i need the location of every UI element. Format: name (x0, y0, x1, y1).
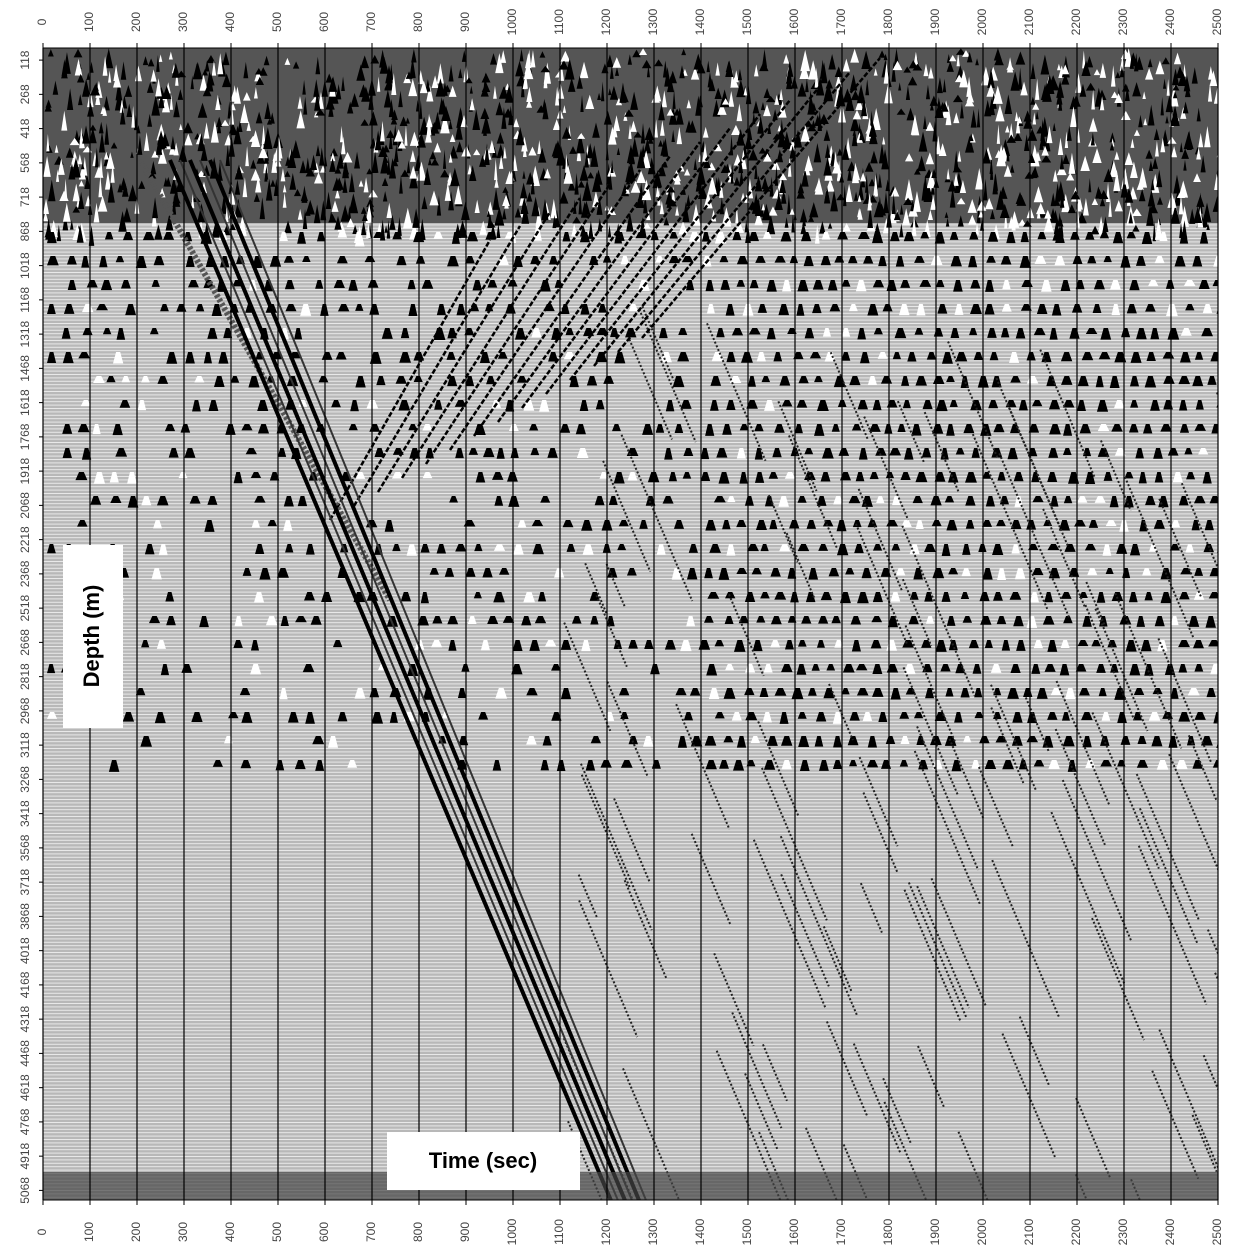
wavelet (1217, 544, 1229, 553)
x-tick-label-bottom: 600 (317, 1222, 331, 1242)
x-tick-label-bottom: 800 (411, 1222, 425, 1242)
x-tick-label-top: 200 (129, 12, 143, 32)
x-tick-label-top: 300 (176, 12, 190, 32)
x-tick-label-top: 2500 (1210, 8, 1224, 35)
y-tick-label: 1918 (18, 457, 32, 484)
x-tick-label-top: 0 (35, 18, 49, 25)
x-tick-label-bottom: 300 (176, 1222, 190, 1242)
x-tick-label-top: 2200 (1069, 8, 1083, 35)
y-tick-label: 1168 (18, 287, 32, 313)
y-tick-label: 118 (18, 50, 32, 69)
x-tick-label-bottom: 1100 (552, 1219, 566, 1245)
y-tick-label: 3868 (18, 903, 32, 930)
y-tick-label: 1618 (18, 389, 32, 416)
x-tick-label-bottom: 900 (458, 1222, 472, 1242)
y-tick-label: 4018 (18, 937, 32, 964)
x-tick-label-top: 500 (270, 12, 284, 32)
x-tick-label-bottom: 400 (223, 1222, 237, 1242)
x-axis-label: Time (sec) (429, 1148, 537, 1173)
x-tick-label-top: 1800 (881, 8, 895, 35)
y-tick-label: 3268 (18, 766, 32, 793)
x-tick-label-top: 1500 (740, 8, 754, 35)
x-tick-label-bottom: 1700 (834, 1218, 848, 1245)
y-tick-label: 268 (18, 84, 32, 104)
x-tick-label-bottom: 1300 (646, 1218, 660, 1245)
x-tick-label-top: 800 (411, 12, 425, 32)
x-tick-label-top: 1100 (552, 9, 566, 35)
x-tick-label-bottom: 1400 (693, 1218, 707, 1245)
x-tick-label-top: 1600 (787, 8, 801, 35)
y-tick-label: 2068 (18, 492, 32, 519)
x-tick-label-bottom: 200 (129, 1222, 143, 1242)
bottom-noise (43, 1172, 1218, 1200)
chart: 0 0 100 100 200 200 300 300 400 400 500 500 600 600 70… (0, 0, 1240, 1260)
y-tick-label: 3568 (18, 834, 32, 861)
x-tick-label-top: 1200 (599, 8, 613, 35)
x-tick-label-top: 600 (317, 12, 331, 32)
late-arrival (1217, 721, 1240, 843)
x-tick-label-top: 2300 (1116, 8, 1130, 35)
y-tick-label: 418 (18, 118, 32, 138)
x-tick-label-top: 2000 (975, 8, 989, 35)
y-tick-label: 2218 (18, 526, 32, 553)
x-tick-label-bottom: 1900 (928, 1218, 942, 1245)
x-tick-label-bottom: 1500 (740, 1218, 754, 1245)
y-tick-label: 718 (18, 187, 32, 207)
y-tick-label: 2518 (18, 594, 32, 621)
y-tick-label: 2968 (18, 697, 32, 724)
x-tick-label-bottom: 500 (270, 1222, 284, 1242)
x-tick-label-bottom: 2200 (1069, 1218, 1083, 1245)
y-tick-label: 4168 (18, 971, 32, 998)
y-tick-label: 1768 (18, 423, 32, 450)
y-tick-label: 1318 (18, 320, 32, 347)
y-tick-label: 4768 (18, 1108, 32, 1135)
y-tick-label: 2668 (18, 629, 32, 656)
x-tick-label-bottom: 2100 (1022, 1218, 1036, 1245)
y-tick-label: 4618 (18, 1074, 32, 1101)
y-tick-label: 4918 (18, 1142, 32, 1169)
x-tick-label-bottom: 2500 (1210, 1218, 1224, 1245)
x-tick-label-bottom: 1000 (505, 1218, 519, 1245)
y-tick-label: 3718 (18, 868, 32, 895)
y-tick-label: 568 (18, 153, 32, 173)
x-tick-label-bottom: 100 (82, 1222, 96, 1242)
x-tick-label-top: 1400 (693, 8, 707, 35)
late-arrival (1231, 962, 1240, 1061)
x-tick-label-top: 400 (223, 12, 237, 32)
x-tick-label-bottom: 2300 (1116, 1218, 1130, 1245)
y-tick-label: 4468 (18, 1040, 32, 1067)
x-tick-label-top: 1900 (928, 8, 942, 35)
x-tick-label-top: 100 (82, 12, 96, 32)
y-tick-label: 2818 (18, 663, 32, 690)
y-tick-label: 1018 (18, 252, 32, 279)
y-tick-label: 5068 (18, 1177, 32, 1204)
x-tick-label-top: 2400 (1163, 8, 1177, 35)
x-tick-label-bottom: 0 (35, 1228, 49, 1235)
x-tick-label-top: 700 (364, 12, 378, 32)
late-arrival (1215, 973, 1240, 1067)
late-arrival (1226, 714, 1240, 814)
y-tick-label: 3118 (18, 732, 32, 758)
x-tick-label-top: 1000 (505, 8, 519, 35)
x-tick-label-top: 1300 (646, 8, 660, 35)
x-tick-label-bottom: 2000 (975, 1218, 989, 1245)
y-tick-label: 1468 (18, 355, 32, 382)
y-tick-label: 2368 (18, 560, 32, 587)
x-tick-label-bottom: 1200 (599, 1218, 613, 1245)
late-arrival (1217, 393, 1240, 474)
y-tick-label: 4318 (18, 1005, 32, 1032)
y-tick-label: 3418 (18, 800, 32, 827)
x-tick-label-bottom: 1800 (881, 1218, 895, 1245)
y-axis-label: Depth (m) (79, 585, 104, 688)
x-tick-label-top: 2100 (1022, 8, 1036, 35)
x-tick-label-bottom: 2400 (1163, 1218, 1177, 1245)
x-tick-label-top: 1700 (834, 8, 848, 35)
x-tick-label-bottom: 1600 (787, 1218, 801, 1245)
x-tick-label-bottom: 700 (364, 1222, 378, 1242)
noise-wavelet (1218, 225, 1222, 238)
y-tick-label: 868 (18, 221, 32, 241)
x-tick-label-top: 900 (458, 12, 472, 32)
